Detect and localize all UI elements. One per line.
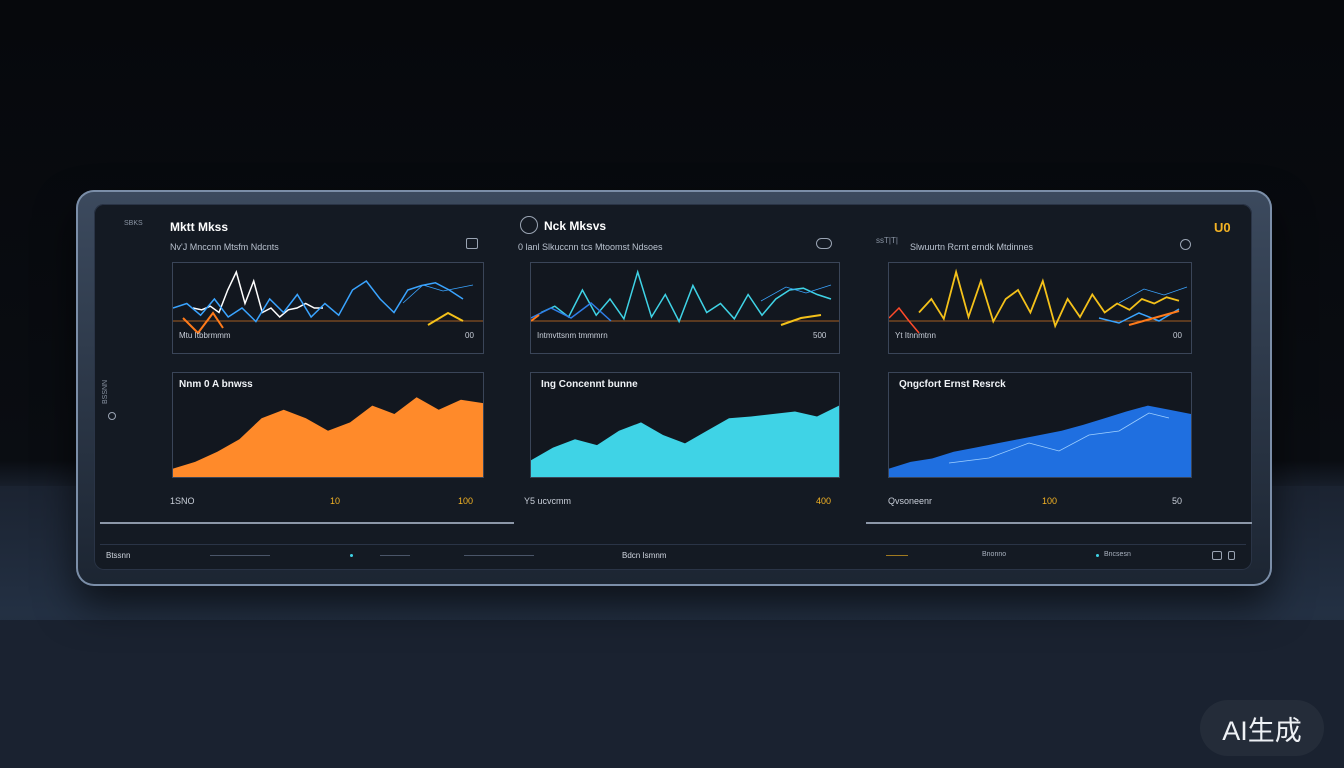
axis-mid-label: 10 xyxy=(330,496,341,506)
chart-label: Intmvttsnm tmmmrn xyxy=(537,331,608,340)
panel-tag: ssT|T| xyxy=(876,236,898,245)
line-chart-middle-svg xyxy=(531,269,839,326)
dashboard-device: SBKS BSSNN Mktt Mkss Nv'J Mnccnn Mtsfm N… xyxy=(76,190,1272,586)
line-thin-blue xyxy=(1118,286,1188,304)
panel-divider xyxy=(100,522,514,524)
area-title: Nnm 0 A bnwss xyxy=(179,379,253,390)
axis-mid-label: 100 xyxy=(1042,496,1058,506)
axis-left-label: 1SNO xyxy=(170,496,195,506)
line-chart-middle: Intmvttsnm tmmmrn 500 xyxy=(530,262,840,354)
line-accent-orange xyxy=(1128,310,1180,326)
area-chart-middle: Ing Concennt bunne xyxy=(530,372,840,478)
status-grid-icon[interactable] xyxy=(1212,551,1222,560)
panel-title: Mktt Mkss xyxy=(170,220,229,234)
status-track-3 xyxy=(464,555,534,556)
axis-left-label: Qvsoneenr xyxy=(888,496,933,506)
area-series-orange xyxy=(173,397,483,477)
line-series-blue xyxy=(173,279,464,323)
chart-value: 500 xyxy=(813,331,827,340)
corner-logo: U0 xyxy=(1214,220,1231,235)
panel-subtitle: Slwuurtn Rcrnt erndk Mtdinnes xyxy=(910,242,1034,252)
status-bar: Btssnn Bdcn Ismnm Bnonno Bncsesn xyxy=(100,544,1246,567)
line-accent-yellow xyxy=(780,314,822,326)
panel-subtitle: 0 lanl Slkuccnn tcs Mtoomst Ndsoes xyxy=(518,242,663,252)
area-chart-left-svg xyxy=(173,397,483,477)
panel-expand-icon[interactable] xyxy=(816,238,832,249)
panel-right: ssT|T| Slwuurtn Rcrnt erndk Mtdinnes U0 … xyxy=(866,204,1252,524)
floor-lower xyxy=(0,620,1344,768)
side-indicator-icon[interactable] xyxy=(108,412,116,420)
area-chart-middle-svg xyxy=(531,405,839,477)
info-icon[interactable] xyxy=(520,216,538,234)
panel-middle: Nck Mksvs 0 lanl Slkuccnn tcs Mtoomst Nd… xyxy=(514,204,864,524)
axis-right-label: 400 xyxy=(816,496,832,506)
status-track-2 xyxy=(380,555,410,556)
panel-subtitle: Nv'J Mnccnn Mtsfm Ndcnts xyxy=(170,242,279,252)
chart-label: Mtu Itbbrmmm xyxy=(179,331,231,340)
status-track-4 xyxy=(886,555,908,556)
line-chart-left: Mtu Itbbrmmm 00 xyxy=(172,262,484,354)
line-series-yellow xyxy=(918,268,1180,329)
line-series-blue xyxy=(1098,308,1180,324)
line-accent-orange xyxy=(182,311,224,335)
panel-title: Nck Mksvs xyxy=(544,219,607,233)
line-chart-left-svg xyxy=(173,269,483,335)
status-item-1[interactable]: Btssnn xyxy=(106,551,131,560)
status-item-4[interactable]: Bncsesn xyxy=(1104,551,1131,558)
line-chart-right-svg xyxy=(889,268,1191,334)
status-item-3[interactable]: Bnonno xyxy=(982,551,1007,558)
line-accent-yellow xyxy=(427,311,464,326)
chart-value: 00 xyxy=(465,331,474,340)
area-series-blue xyxy=(889,405,1191,477)
line-series-blue xyxy=(531,302,612,322)
area-chart-right-svg xyxy=(889,405,1191,477)
panel-divider xyxy=(866,522,1252,524)
status-track-1 xyxy=(210,555,270,556)
status-menu-icon[interactable] xyxy=(1228,551,1235,560)
line-thin-blue xyxy=(760,284,832,302)
status-item-2[interactable]: Bdcn Ismnm xyxy=(622,551,667,560)
panel-settings-icon[interactable] xyxy=(1180,239,1191,250)
status-dot-cyan xyxy=(350,554,353,557)
axis-left-label: Y5 ucvcmm xyxy=(524,496,572,506)
area-overlay-line xyxy=(948,412,1170,464)
dashboard-screen: SBKS BSSNN Mktt Mkss Nv'J Mnccnn Mtsfm N… xyxy=(94,204,1252,570)
area-title: Ing Concennt bunne xyxy=(541,379,638,390)
line-thin-blue xyxy=(402,284,474,304)
line-accent-orange xyxy=(531,314,540,322)
area-chart-left: Nnm 0 A bnwss xyxy=(172,372,484,478)
status-dot-cyan-2 xyxy=(1096,554,1099,557)
area-title: Qngcfort Ernst Resrck xyxy=(899,379,1006,390)
axis-right-label: 50 xyxy=(1172,496,1183,506)
axis-right-label: 100 xyxy=(458,496,474,506)
chart-label: Yt Itnnmtnn xyxy=(895,331,936,340)
line-chart-right: Yt Itnnmtnn 00 xyxy=(888,262,1192,354)
line-accent-red xyxy=(889,306,920,334)
line-series-cyan xyxy=(540,269,832,324)
ai-watermark: AI生成 xyxy=(1200,700,1324,756)
area-chart-right: Qngcfort Ernst Resrck xyxy=(888,372,1192,478)
panel-left: Mktt Mkss Nv'J Mnccnn Mtsfm Ndcnts Mtu I… xyxy=(94,204,514,524)
line-series-white xyxy=(192,269,323,319)
panel-menu-icon[interactable] xyxy=(466,238,478,249)
top-left-tag: SBKS xyxy=(124,220,143,227)
chart-value: 00 xyxy=(1173,331,1182,340)
area-series-cyan xyxy=(531,405,839,477)
